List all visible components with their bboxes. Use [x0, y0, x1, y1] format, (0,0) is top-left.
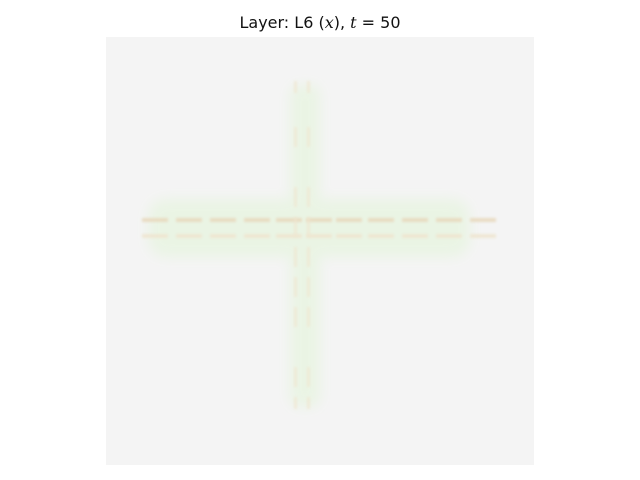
band-dash — [210, 218, 236, 222]
vertical-bands — [294, 81, 310, 409]
horizontal-band-segments — [142, 218, 496, 238]
band-dash — [276, 218, 302, 222]
band-dash — [307, 217, 310, 237]
band-dash — [294, 187, 297, 207]
band-dash — [294, 307, 297, 327]
band-dash — [142, 218, 168, 222]
title-prefix: Layer: L6 ( — [239, 13, 325, 32]
band-dash — [307, 397, 310, 409]
band-dash — [306, 218, 332, 222]
title-time-value: 50 — [380, 13, 401, 32]
vertical-band-segments — [294, 81, 310, 409]
band-dash — [294, 397, 297, 409]
band-dash — [307, 187, 310, 207]
band-dash — [402, 234, 428, 238]
band-dash — [307, 307, 310, 327]
band-dash — [470, 234, 496, 238]
band-dash — [176, 234, 202, 238]
band-dash — [294, 81, 297, 93]
band-dash — [368, 234, 394, 238]
title-variable: x — [324, 13, 334, 32]
band-dash — [294, 247, 297, 267]
horizontal-bands — [142, 218, 496, 238]
field-image — [106, 37, 534, 465]
band-dash — [210, 234, 236, 238]
band-dash — [436, 234, 462, 238]
title-equals: = — [356, 13, 381, 32]
band-dash — [176, 218, 202, 222]
band-dash — [307, 247, 310, 267]
title-middle: ), — [333, 13, 351, 32]
band-dash — [436, 218, 462, 222]
band-dash — [244, 218, 270, 222]
band-dash — [142, 234, 168, 238]
band-dash — [306, 234, 332, 238]
band-dash — [294, 127, 297, 147]
band-dash — [336, 218, 362, 222]
band-dash — [307, 277, 310, 297]
title-time-symbol: t — [350, 13, 357, 32]
band-dash — [307, 81, 310, 93]
figure-title: Layer: L6 (x), t = 50 — [0, 12, 640, 34]
band-dash — [307, 367, 310, 387]
band-dash — [294, 367, 297, 387]
band-dash — [470, 218, 496, 222]
band-dash — [244, 234, 270, 238]
band-dash — [294, 277, 297, 297]
band-dash — [307, 127, 310, 147]
band-dash — [336, 234, 362, 238]
band-dash — [402, 218, 428, 222]
band-dash — [368, 218, 394, 222]
band-dash — [294, 217, 297, 237]
band-dash — [276, 234, 302, 238]
